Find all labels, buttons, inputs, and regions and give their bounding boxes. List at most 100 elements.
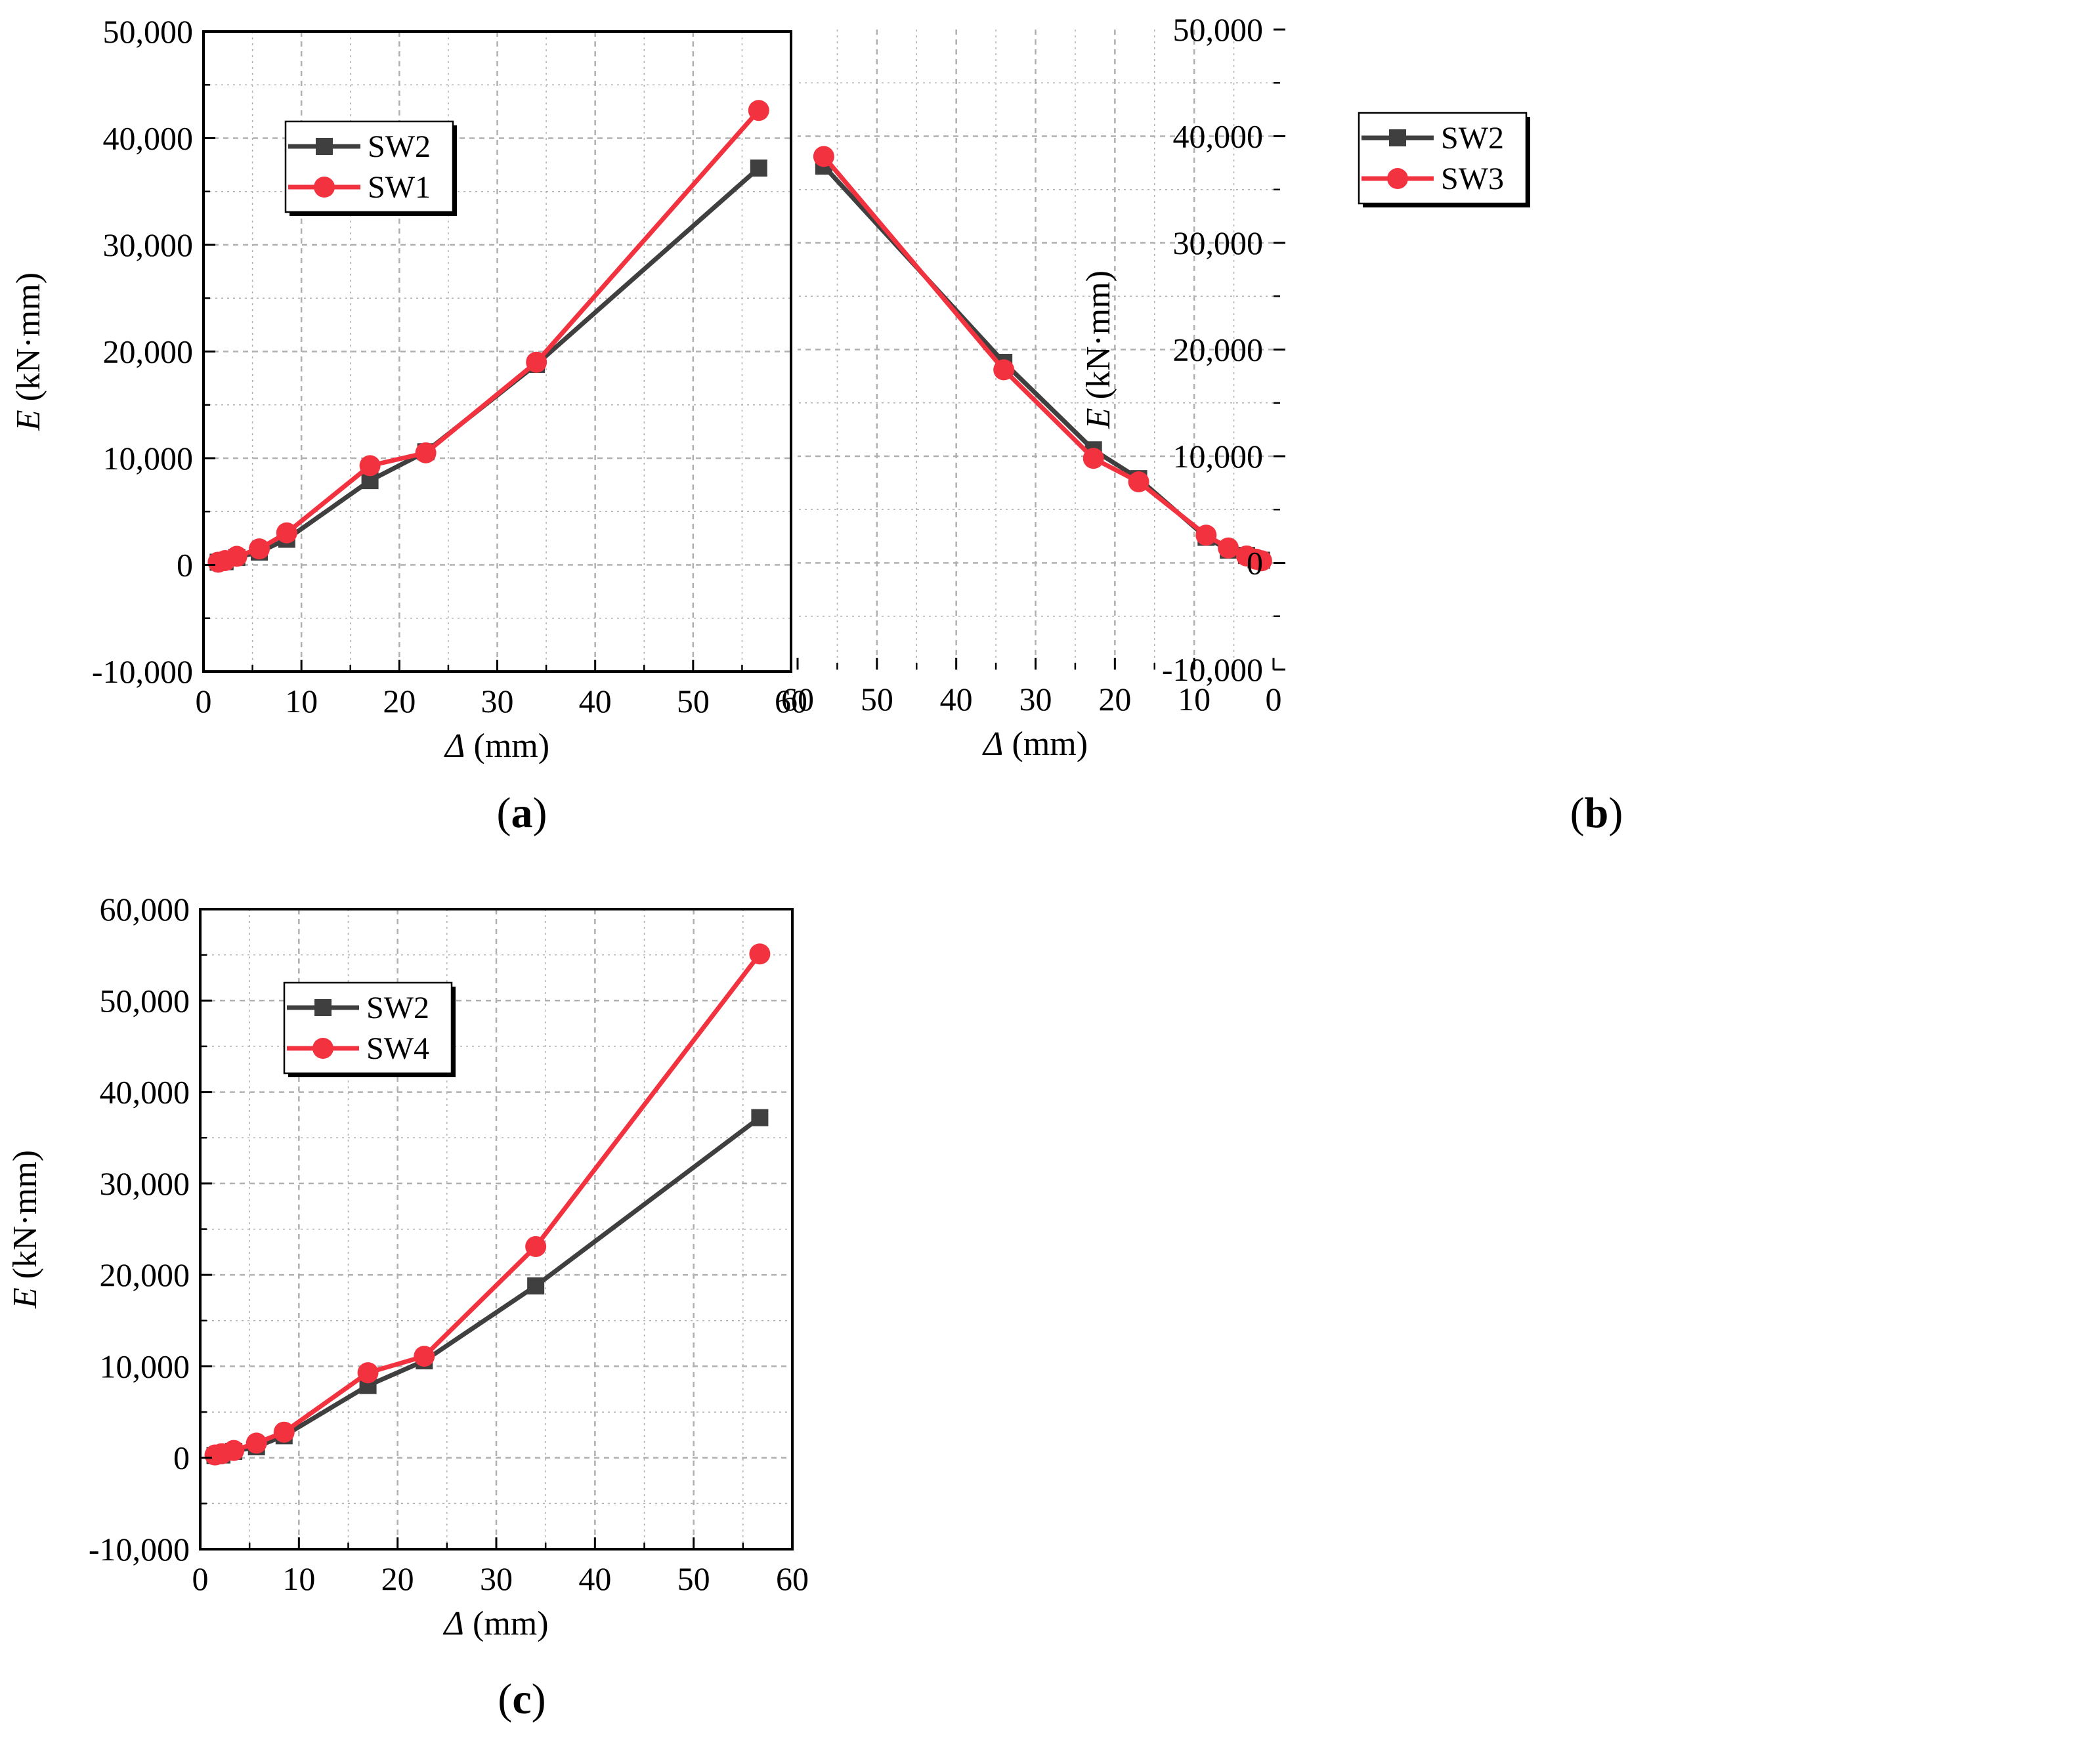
y-axis-title: E (kN·mm) [10,272,47,431]
legend-box [283,981,453,1075]
y-tick-label: 10,000 [103,440,194,477]
x-tick-label: 20 [383,683,416,719]
legend-marker [312,1038,333,1059]
x-tick-label: 60 [781,681,814,717]
panel-a: 0 10 20 30 40 50 60-10,000010,00020,00030,0004… [10,13,807,837]
x-tick-label: 10 [285,683,318,719]
y-tick-label: 40,000 [1173,118,1264,155]
data-point-sw3 [1218,537,1239,559]
data-point-sw1 [276,522,297,544]
y-tick-label: 30,000 [103,226,194,263]
x-tick-label: 10 [1178,681,1211,717]
legend-box [284,120,454,213]
x-tick-label: 30 [1019,681,1052,717]
x-tick-label: 50 [677,1560,710,1597]
data-point-sw1 [359,455,381,477]
x-axis-title: Δ (mm) [444,727,549,765]
data-point-sw1 [748,100,769,121]
data-point-sw1 [226,545,247,567]
x-tick-label: 50 [861,681,893,717]
y-tick-label: 10,000 [100,1348,190,1384]
data-point-sw1 [415,442,437,463]
data-point-sw4 [749,943,771,965]
series-line-sw2 [218,166,761,565]
legend-label: SW1 [368,170,431,205]
x-tick-label: 20 [1098,681,1131,717]
y-tick-label: 0 [177,547,193,584]
data-point-sw4 [246,1432,267,1454]
legend-marker [316,138,333,155]
x-tick-label: 40 [578,1560,611,1597]
x-tick-label: 40 [579,683,612,719]
x-tick-label: 60 [775,683,807,719]
y-tick-label: 50,000 [1173,11,1264,48]
data-point-sw3 [1195,524,1217,546]
legend-marker [314,177,335,198]
x-tick-label: 30 [480,1560,513,1597]
data-point-sw4 [525,1235,547,1257]
data-point-sw2 [751,1109,769,1126]
data-point-sw2 [750,160,767,177]
legend-label: SW2 [1441,121,1504,156]
x-tick-label: 20 [381,1560,414,1597]
data-point-sw4 [273,1421,295,1443]
x-tick-label: 50 [677,683,710,719]
y-tick-label: 40,000 [103,120,194,157]
data-point-sw3 [1235,545,1257,567]
x-axis-title: Δ (mm) [982,725,1088,763]
panel-c: 0 10 20 30 40 50 60-10,000010,00020,00030,0004… [7,891,809,1723]
y-tick-label: 10,000 [1173,438,1264,475]
legend-marker [314,999,332,1016]
x-tick-label: 0 [1266,681,1282,717]
series-line-sw2 [215,1115,761,1458]
legend-box [1358,112,1528,205]
y-tick-label: 0 [1247,545,1263,582]
y-tick-label: 20,000 [103,333,194,370]
y-tick-label: 50,000 [100,982,190,1019]
y-axis-title: E (kN·mm) [1080,270,1117,429]
data-point-sw1 [249,538,270,560]
legend-label: SW2 [368,129,431,164]
y-tick-label: 20,000 [100,1256,190,1293]
y-tick-label: -10,000 [92,653,193,690]
y-tick-label: 60,000 [100,891,190,928]
x-tick-label: 60 [776,1560,809,1597]
x-axis-title: Δ (mm) [442,1605,548,1642]
y-axis-title: E (kN·mm) [7,1150,44,1309]
legend-label: SW4 [366,1031,429,1066]
panel-b: 0102030405060-10,000010,00020,00030,0004… [781,11,1623,837]
data-point-sw3 [1128,471,1149,492]
data-point-sw1 [526,351,547,373]
panel-label: (c) [498,1675,546,1723]
data-point-sw4 [357,1362,379,1384]
panel-label: (a) [497,789,547,837]
y-tick-label: -10,000 [1162,651,1263,688]
panel-label: (b) [1570,789,1623,837]
x-tick-label: 0 [192,1560,209,1597]
y-tick-label: 30,000 [100,1165,190,1202]
y-tick-label: 0 [173,1440,190,1476]
x-tick-label: 30 [481,683,514,719]
x-tick-label: 0 [196,683,212,719]
x-tick-label: 10 [282,1560,315,1597]
y-tick-label: -10,000 [89,1531,190,1568]
y-tick-label: 40,000 [100,1074,190,1111]
data-point-sw3 [1082,448,1104,469]
data-point-sw3 [813,146,834,167]
data-point-sw4 [414,1346,435,1367]
y-tick-label: 30,000 [1173,225,1264,261]
y-tick-label: 20,000 [1173,332,1264,368]
x-tick-label: 40 [940,681,973,717]
legend-marker [1387,168,1408,189]
legend-label: SW3 [1441,161,1504,196]
data-point-sw3 [993,359,1015,381]
y-tick-label: 50,000 [103,13,194,50]
legend-label: SW2 [366,991,429,1025]
data-point-sw4 [223,1440,245,1461]
data-point-sw2 [527,1277,545,1294]
legend-marker [1389,129,1406,146]
